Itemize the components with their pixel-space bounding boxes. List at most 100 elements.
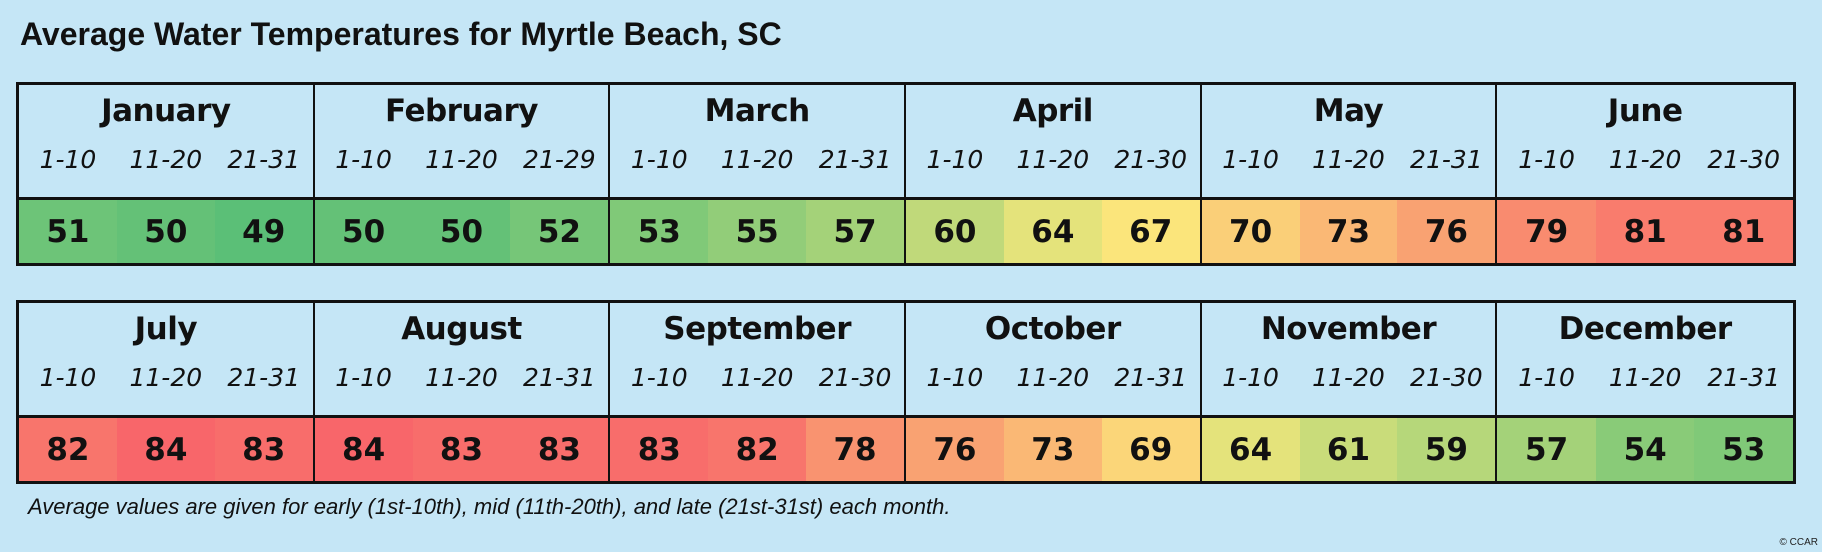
month-name: August xyxy=(401,311,522,347)
temperature-cell: 64 xyxy=(1201,418,1300,481)
date-range-label: 1-10 xyxy=(39,145,97,174)
date-range-label: 1-10 xyxy=(335,363,392,392)
date-ranges: 1-10 11-20 21-31 xyxy=(1497,355,1793,392)
temperature-cell: 57 xyxy=(806,200,904,263)
temperature-cell: 81 xyxy=(1694,200,1793,263)
month-column-december: December 1-10 11-20 21-31 57 54 53 xyxy=(1497,303,1793,481)
date-range-label: 1-10 xyxy=(39,363,97,392)
date-ranges: 1-10 11-20 21-31 xyxy=(315,355,609,392)
temperature-values: 79 81 81 xyxy=(1497,200,1793,263)
month-name: October xyxy=(984,311,1121,347)
temperature-values: 60 64 67 xyxy=(905,200,1200,263)
temperature-cell: 83 xyxy=(412,418,511,481)
temperature-values: 82 84 83 xyxy=(19,418,313,481)
date-range-label: 11-20 xyxy=(720,363,794,392)
date-ranges: 1-10 11-20 21-30 xyxy=(610,355,904,392)
temperature-cell: 82 xyxy=(19,418,117,481)
date-range-label: 21-31 xyxy=(1114,363,1188,392)
temperature-cell: 83 xyxy=(610,418,709,481)
month-header: January 1-10 11-20 21-31 xyxy=(19,85,313,200)
month-name: January xyxy=(101,93,231,129)
month-column-march: March 1-10 11-20 21-31 53 55 57 xyxy=(610,85,906,263)
date-range-label: 21-31 xyxy=(1707,363,1781,392)
date-range-label: 1-10 xyxy=(1518,363,1575,392)
temperature-cell: 79 xyxy=(1497,200,1596,263)
date-range-label: 1-10 xyxy=(630,363,688,392)
date-range-label: 21-30 xyxy=(1707,145,1781,174)
month-header: May 1-10 11-20 21-31 xyxy=(1201,85,1496,200)
temperature-cell: 52 xyxy=(510,200,609,263)
temperature-cell: 83 xyxy=(510,418,609,481)
date-range-label: 1-10 xyxy=(1222,363,1279,392)
date-range-label: 1-10 xyxy=(630,145,688,174)
date-range-label: 1-10 xyxy=(926,145,984,174)
temperature-cell: 50 xyxy=(314,200,413,263)
temperature-cell: 69 xyxy=(1101,418,1200,481)
date-range-label: 21-31 xyxy=(227,363,301,392)
temperature-cell: 84 xyxy=(314,418,413,481)
temperature-values: 83 82 78 xyxy=(610,418,904,481)
temperature-cell: 64 xyxy=(1003,200,1102,263)
temperature-cell: 73 xyxy=(1003,418,1102,481)
date-ranges: 1-10 11-20 21-31 xyxy=(1202,137,1496,174)
month-header: August 1-10 11-20 21-31 xyxy=(314,303,609,418)
table-row-first-half: January 1-10 11-20 21-31 51 50 49 February 1-10 1… xyxy=(16,82,1796,266)
temperature-cell: 59 xyxy=(1397,418,1496,481)
temperature-values: 64 61 59 xyxy=(1201,418,1496,481)
date-range-label: 21-30 xyxy=(1114,145,1188,174)
month-header: September 1-10 11-20 21-30 xyxy=(610,303,904,418)
temperature-cell: 54 xyxy=(1595,418,1695,481)
month-header: April 1-10 11-20 21-30 xyxy=(905,85,1200,200)
month-column-november: November 1-10 11-20 21-30 64 61 59 xyxy=(1201,303,1498,481)
chart-title: Average Water Temperatures for Myrtle Be… xyxy=(20,16,782,52)
date-range-label: 1-10 xyxy=(926,363,984,392)
temperature-cell: 61 xyxy=(1299,418,1398,481)
temperature-cell: 60 xyxy=(905,200,1004,263)
temperature-cell: 50 xyxy=(412,200,511,263)
temperature-cell: 70 xyxy=(1201,200,1300,263)
date-ranges: 1-10 11-20 21-30 xyxy=(1497,137,1793,174)
date-range-label: 11-20 xyxy=(1312,145,1385,174)
month-header: October 1-10 11-20 21-31 xyxy=(905,303,1200,418)
date-ranges: 1-10 11-20 21-31 xyxy=(610,137,904,174)
month-header: March 1-10 11-20 21-31 xyxy=(610,85,904,200)
temperature-cell: 51 xyxy=(19,200,117,263)
month-header: February 1-10 11-20 21-29 xyxy=(314,85,609,200)
date-range-label: 21-31 xyxy=(818,145,892,174)
month-name: July xyxy=(134,311,198,347)
temperature-cell: 57 xyxy=(1497,418,1596,481)
temperature-values: 57 54 53 xyxy=(1497,418,1793,481)
date-ranges: 1-10 11-20 21-30 xyxy=(1202,355,1496,392)
temperature-cell: 78 xyxy=(806,418,904,481)
date-ranges: 1-10 11-20 21-31 xyxy=(19,355,313,392)
temperature-cell: 82 xyxy=(708,418,807,481)
temperature-cell: 53 xyxy=(1694,418,1793,481)
temperature-values: 84 83 83 xyxy=(314,418,609,481)
month-header: December 1-10 11-20 21-31 xyxy=(1497,303,1793,418)
temperature-cell: 73 xyxy=(1299,200,1398,263)
date-ranges: 1-10 11-20 21-31 xyxy=(19,137,313,174)
date-range-label: 21-30 xyxy=(1410,363,1483,392)
month-name: November xyxy=(1260,311,1437,347)
date-range-label: 11-20 xyxy=(1016,145,1090,174)
table-row-second-half: July 1-10 11-20 21-31 82 84 83 August 1-10 11-20 2… xyxy=(16,300,1796,484)
temperature-values: 51 50 49 xyxy=(19,200,313,263)
date-range-label: 11-20 xyxy=(425,363,498,392)
month-column-august: August 1-10 11-20 21-31 84 83 83 xyxy=(314,303,611,481)
date-range-label: 11-20 xyxy=(1312,363,1385,392)
date-range-label: 11-20 xyxy=(1608,145,1682,174)
month-column-february: February 1-10 11-20 21-29 50 50 52 xyxy=(314,85,611,263)
month-header: November 1-10 11-20 21-30 xyxy=(1201,303,1496,418)
date-range-label: 21-31 xyxy=(1410,145,1483,174)
date-range-label: 1-10 xyxy=(1222,145,1279,174)
temperature-values: 76 73 69 xyxy=(905,418,1200,481)
month-name: March xyxy=(704,93,811,129)
date-range-label: 21-31 xyxy=(523,363,596,392)
date-range-label: 11-20 xyxy=(425,145,498,174)
month-name: September xyxy=(663,311,851,347)
temperature-cell: 67 xyxy=(1101,200,1200,263)
month-column-january: January 1-10 11-20 21-31 51 50 49 xyxy=(19,85,315,263)
date-ranges: 1-10 11-20 21-31 xyxy=(906,355,1200,392)
temperature-cell: 83 xyxy=(214,418,313,481)
temperature-cell: 76 xyxy=(905,418,1004,481)
